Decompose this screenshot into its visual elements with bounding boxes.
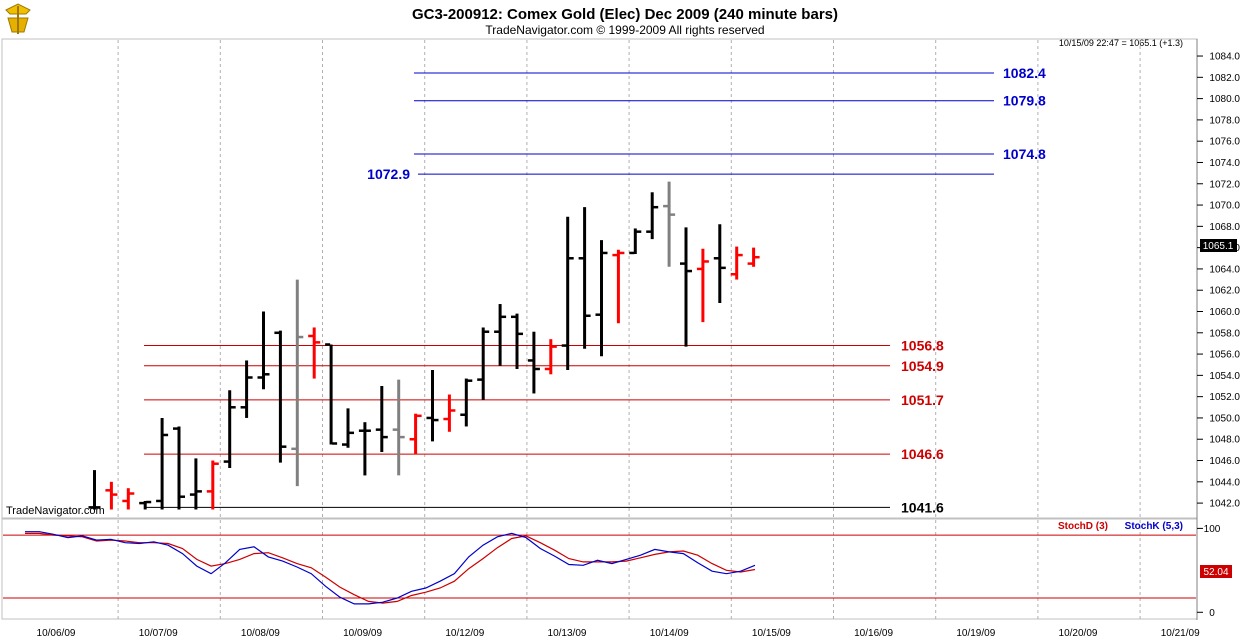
- price-tick-label: 1076.0: [1209, 137, 1240, 148]
- chart-subtitle: TradeNavigator.com © 1999-2009 All right…: [485, 23, 764, 37]
- chart-title: GC3-200912: Comex Gold (Elec) Dec 2009 (…: [412, 6, 838, 23]
- date-tick-label: 10/14/09: [650, 628, 689, 639]
- price-tick-label: 1042.0: [1209, 499, 1240, 510]
- last-price-tag-box: [1200, 239, 1237, 252]
- date-tick-label: 10/21/09: [1161, 628, 1200, 639]
- date-tick-label: 10/16/09: [854, 628, 893, 639]
- price-tick-label: 1072.0: [1209, 179, 1240, 190]
- stoch-series-line: [25, 531, 756, 605]
- level-label: 1082.4: [1003, 65, 1046, 81]
- price-tick-label: 1052.0: [1209, 392, 1240, 403]
- tradenavigator-logo-icon: [5, 3, 31, 34]
- level-label: 1051.7: [901, 392, 944, 408]
- level-label: 1054.9: [901, 358, 944, 374]
- price-tick-label: 1070.0: [1209, 201, 1240, 212]
- level-label: 1079.8: [1003, 93, 1046, 109]
- price-tick-label: 1064.0: [1209, 264, 1240, 275]
- date-tick-label: 10/20/09: [1059, 628, 1098, 639]
- level-label: 1046.6: [901, 446, 944, 462]
- last-price-tag: 1065.1: [1203, 241, 1234, 252]
- price-tick-label: 1084.0: [1209, 52, 1240, 63]
- price-tick-label: 1050.0: [1209, 413, 1240, 424]
- level-label: 1056.8: [901, 338, 944, 354]
- date-tick-label: 10/13/09: [548, 628, 587, 639]
- watermark: TradeNavigator.com: [6, 505, 105, 517]
- price-tick-label: 1048.0: [1209, 435, 1240, 446]
- date-tick-label: 10/15/09: [752, 628, 791, 639]
- price-tick-label: 1058.0: [1209, 328, 1240, 339]
- stoch-tick-label: 0: [1209, 608, 1215, 619]
- price-tick-label: 1074.0: [1209, 158, 1240, 169]
- price-tick-label: 1060.0: [1209, 307, 1240, 318]
- vertical-grid: [117, 40, 1141, 619]
- price-tick-label: 1056.0: [1209, 350, 1240, 361]
- stochastic-panel: 0 100: [3, 524, 1221, 619]
- price-tick-label: 1046.0: [1209, 456, 1240, 467]
- stoch-tick-label: 100: [1204, 524, 1221, 535]
- price-tick-label: 1082.0: [1209, 73, 1240, 84]
- level-label: 1074.8: [1003, 146, 1046, 162]
- stoch-last-value-box: [1200, 565, 1232, 578]
- stoch-series-line: [25, 532, 756, 604]
- date-tick-label: 10/09/09: [343, 628, 382, 639]
- date-tick-label: 10/12/09: [445, 628, 484, 639]
- price-tick-label: 1044.0: [1209, 477, 1240, 488]
- level-label: 1072.9: [367, 166, 410, 182]
- status-readout: 10/15/09 22:47 = 1065.1 (+1.3): [1059, 38, 1183, 48]
- date-tick-label: 10/08/09: [241, 628, 280, 639]
- price-axis: 1042.0 1044.0 1046.0 1048.0 1050.0 1052.0 1054…: [1197, 52, 1240, 510]
- legend-stochd: StochD (3): [1058, 521, 1108, 532]
- ohlc-bars: [88, 181, 760, 510]
- date-tick-label: 10/06/09: [37, 628, 76, 639]
- price-panel-frame: [1, 38, 1198, 519]
- date-axis: 10/06/09 10/07/09 10/08/09 10/09/09 10/12/09…: [37, 628, 1201, 639]
- level-label: 1041.6: [901, 499, 944, 515]
- date-tick-label: 10/07/09: [139, 628, 178, 639]
- legend-stochk: StochK (5,3): [1125, 521, 1183, 532]
- price-tick-label: 1062.0: [1209, 286, 1240, 297]
- date-tick-label: 10/19/09: [956, 628, 995, 639]
- price-tick-label: 1068.0: [1209, 222, 1240, 233]
- price-tick-label: 1078.0: [1209, 115, 1240, 126]
- indicator-panel-frame: [1, 518, 1198, 620]
- stoch-last-value: 52.04: [1203, 567, 1228, 578]
- price-tick-label: 1054.0: [1209, 371, 1240, 382]
- price-tick-label: 1080.0: [1209, 94, 1240, 105]
